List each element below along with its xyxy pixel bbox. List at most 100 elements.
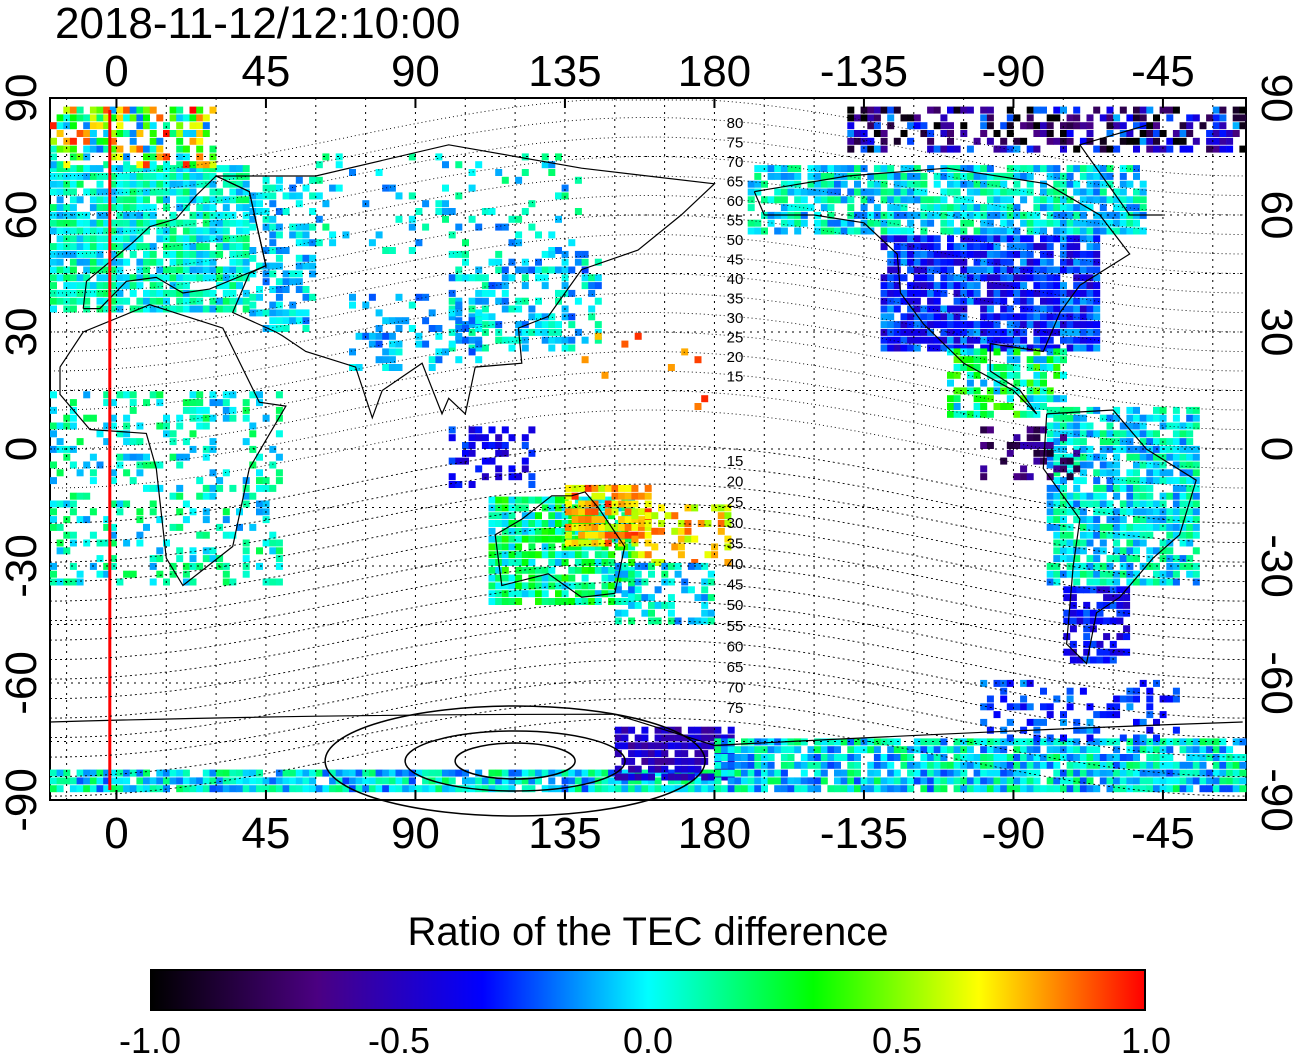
tec-cell (648, 777, 655, 785)
tec-cell (893, 289, 901, 297)
tec-cell (269, 301, 277, 309)
tec-cell (1186, 461, 1194, 469)
tec-cell (1073, 761, 1081, 769)
tec-cell (1013, 769, 1021, 777)
tec-cell (887, 250, 895, 258)
tec-cell (704, 551, 712, 559)
tec-cell (1192, 453, 1200, 461)
tec-cell (428, 364, 436, 371)
tec-cell (1040, 250, 1047, 258)
tec-cell (1126, 137, 1134, 145)
tec-cell (149, 562, 157, 570)
tec-cell (800, 785, 808, 793)
tec-cell (495, 169, 503, 176)
tec-cell (993, 336, 1001, 344)
tec-cell (222, 204, 230, 212)
tec-cell (143, 769, 150, 777)
tec-cell (1093, 321, 1101, 329)
tec-cell (76, 492, 84, 500)
tec-cell (634, 586, 642, 594)
tec-cell (574, 598, 582, 605)
tec-cell (574, 258, 582, 266)
tec-cell (50, 777, 57, 785)
tec-cell (1186, 484, 1194, 492)
tec-cell (515, 566, 523, 574)
tec-cell (960, 785, 968, 793)
tec-cell (269, 777, 277, 785)
tec-cell (136, 461, 144, 469)
tec-cell (76, 578, 84, 586)
tec-cell (402, 769, 410, 777)
tec-cell (382, 356, 390, 364)
tec-cell (714, 769, 722, 777)
tec-cell (103, 777, 111, 785)
tec-cell (508, 258, 516, 266)
tec-cell (1060, 430, 1067, 438)
tec-cell (103, 539, 111, 547)
tec-cell (1006, 718, 1014, 726)
tec-cell (947, 344, 954, 352)
tec-cell (123, 211, 131, 219)
tec-cell (1119, 165, 1127, 173)
tec-cell (56, 547, 64, 555)
tec-cell (156, 258, 164, 266)
tec-cell (182, 305, 190, 313)
tec-cell (1053, 348, 1061, 356)
tec-cell (1033, 449, 1041, 457)
tec-cell (156, 235, 164, 243)
tec-cell (275, 176, 283, 184)
tec-cell (56, 211, 64, 219)
tec-cell (249, 215, 257, 223)
tec-cell (508, 465, 516, 473)
tec-cell (1119, 422, 1127, 430)
tec-cell (435, 332, 443, 340)
tec-cell (873, 145, 881, 153)
tec-cell (302, 231, 310, 239)
tec-cell (714, 785, 722, 793)
tec-cell (594, 520, 602, 527)
tec-cell (455, 332, 463, 340)
tec-cell (1079, 219, 1087, 227)
tec-cell (986, 754, 994, 761)
tec-cell (1166, 555, 1174, 563)
tec-cell (1133, 539, 1140, 547)
tec-cell (1133, 500, 1140, 508)
tec-cell (574, 504, 582, 512)
tec-cell (973, 356, 981, 364)
tec-cell (1239, 777, 1247, 785)
tec-cell (541, 535, 549, 543)
tec-cell (302, 262, 310, 270)
tec-cell (1106, 211, 1114, 219)
tec-cell (1106, 562, 1114, 570)
tec-cell (787, 777, 795, 785)
tec-cell (109, 555, 117, 563)
tec-cell (947, 211, 954, 219)
tec-cell (1106, 477, 1114, 485)
tec-cell (1186, 500, 1194, 508)
tec-cell (814, 746, 822, 754)
tec-cell (1046, 523, 1054, 531)
tec-cell (109, 145, 117, 153)
tec-cell (508, 574, 516, 582)
tec-cell (913, 114, 921, 122)
tec-cell (1133, 555, 1140, 563)
tec-cell (335, 769, 343, 777)
tec-cell (1086, 769, 1094, 777)
tec-cell (196, 180, 204, 188)
tec-cell (907, 344, 915, 352)
tec-cell (1119, 555, 1127, 563)
tec-cell (501, 769, 509, 777)
tec-cell (667, 609, 675, 617)
tec-cell (774, 188, 782, 196)
tec-cell (920, 188, 928, 196)
tec-cell (887, 761, 895, 769)
tec-cell (873, 754, 881, 761)
tec-cell (947, 371, 954, 379)
tec-cell (1139, 500, 1147, 508)
tec-cell (787, 172, 795, 180)
tec-cell (156, 484, 164, 492)
tec-cell (103, 305, 111, 313)
tec-cell (1006, 114, 1014, 122)
tec-cell (927, 336, 935, 344)
tec-cell (800, 754, 808, 761)
